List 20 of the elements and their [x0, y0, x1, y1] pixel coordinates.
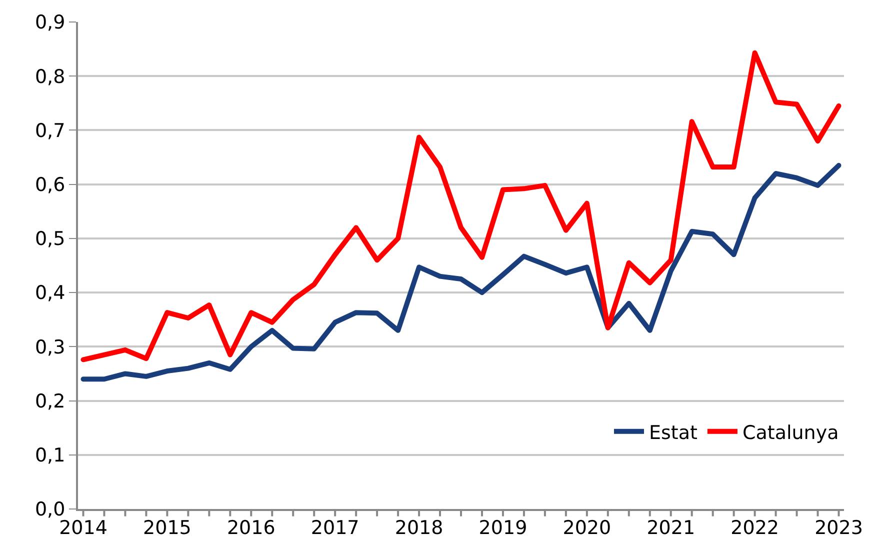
y-tick-label: 0,2	[34, 390, 66, 412]
x-tick-label: 2016	[226, 516, 276, 539]
y-tick-label: 0,6	[34, 174, 66, 196]
y-tick-label: 0,1	[34, 444, 66, 467]
x-tick-label: 2019	[478, 516, 528, 539]
y-tick-label: 0,8	[34, 66, 66, 88]
x-tick-label: 2020	[562, 516, 612, 539]
x-tick-label: 2017	[310, 516, 360, 539]
y-tick-label: 0,7	[34, 120, 66, 142]
y-tick-label: 0,4	[34, 282, 66, 304]
legend-label: Estat	[649, 422, 698, 444]
y-tick-label: 0,5	[34, 228, 66, 250]
x-tick-label: 2018	[394, 516, 444, 539]
legend-label: Catalunya	[742, 422, 839, 444]
y-tick-label: 0,9	[34, 12, 66, 34]
x-tick-label: 2015	[143, 516, 192, 539]
x-tick-label: 2021	[646, 516, 696, 539]
x-tick-label: 2023	[814, 516, 863, 539]
x-tick-label: 2022	[730, 516, 779, 539]
y-tick-label: 0,3	[34, 336, 66, 358]
